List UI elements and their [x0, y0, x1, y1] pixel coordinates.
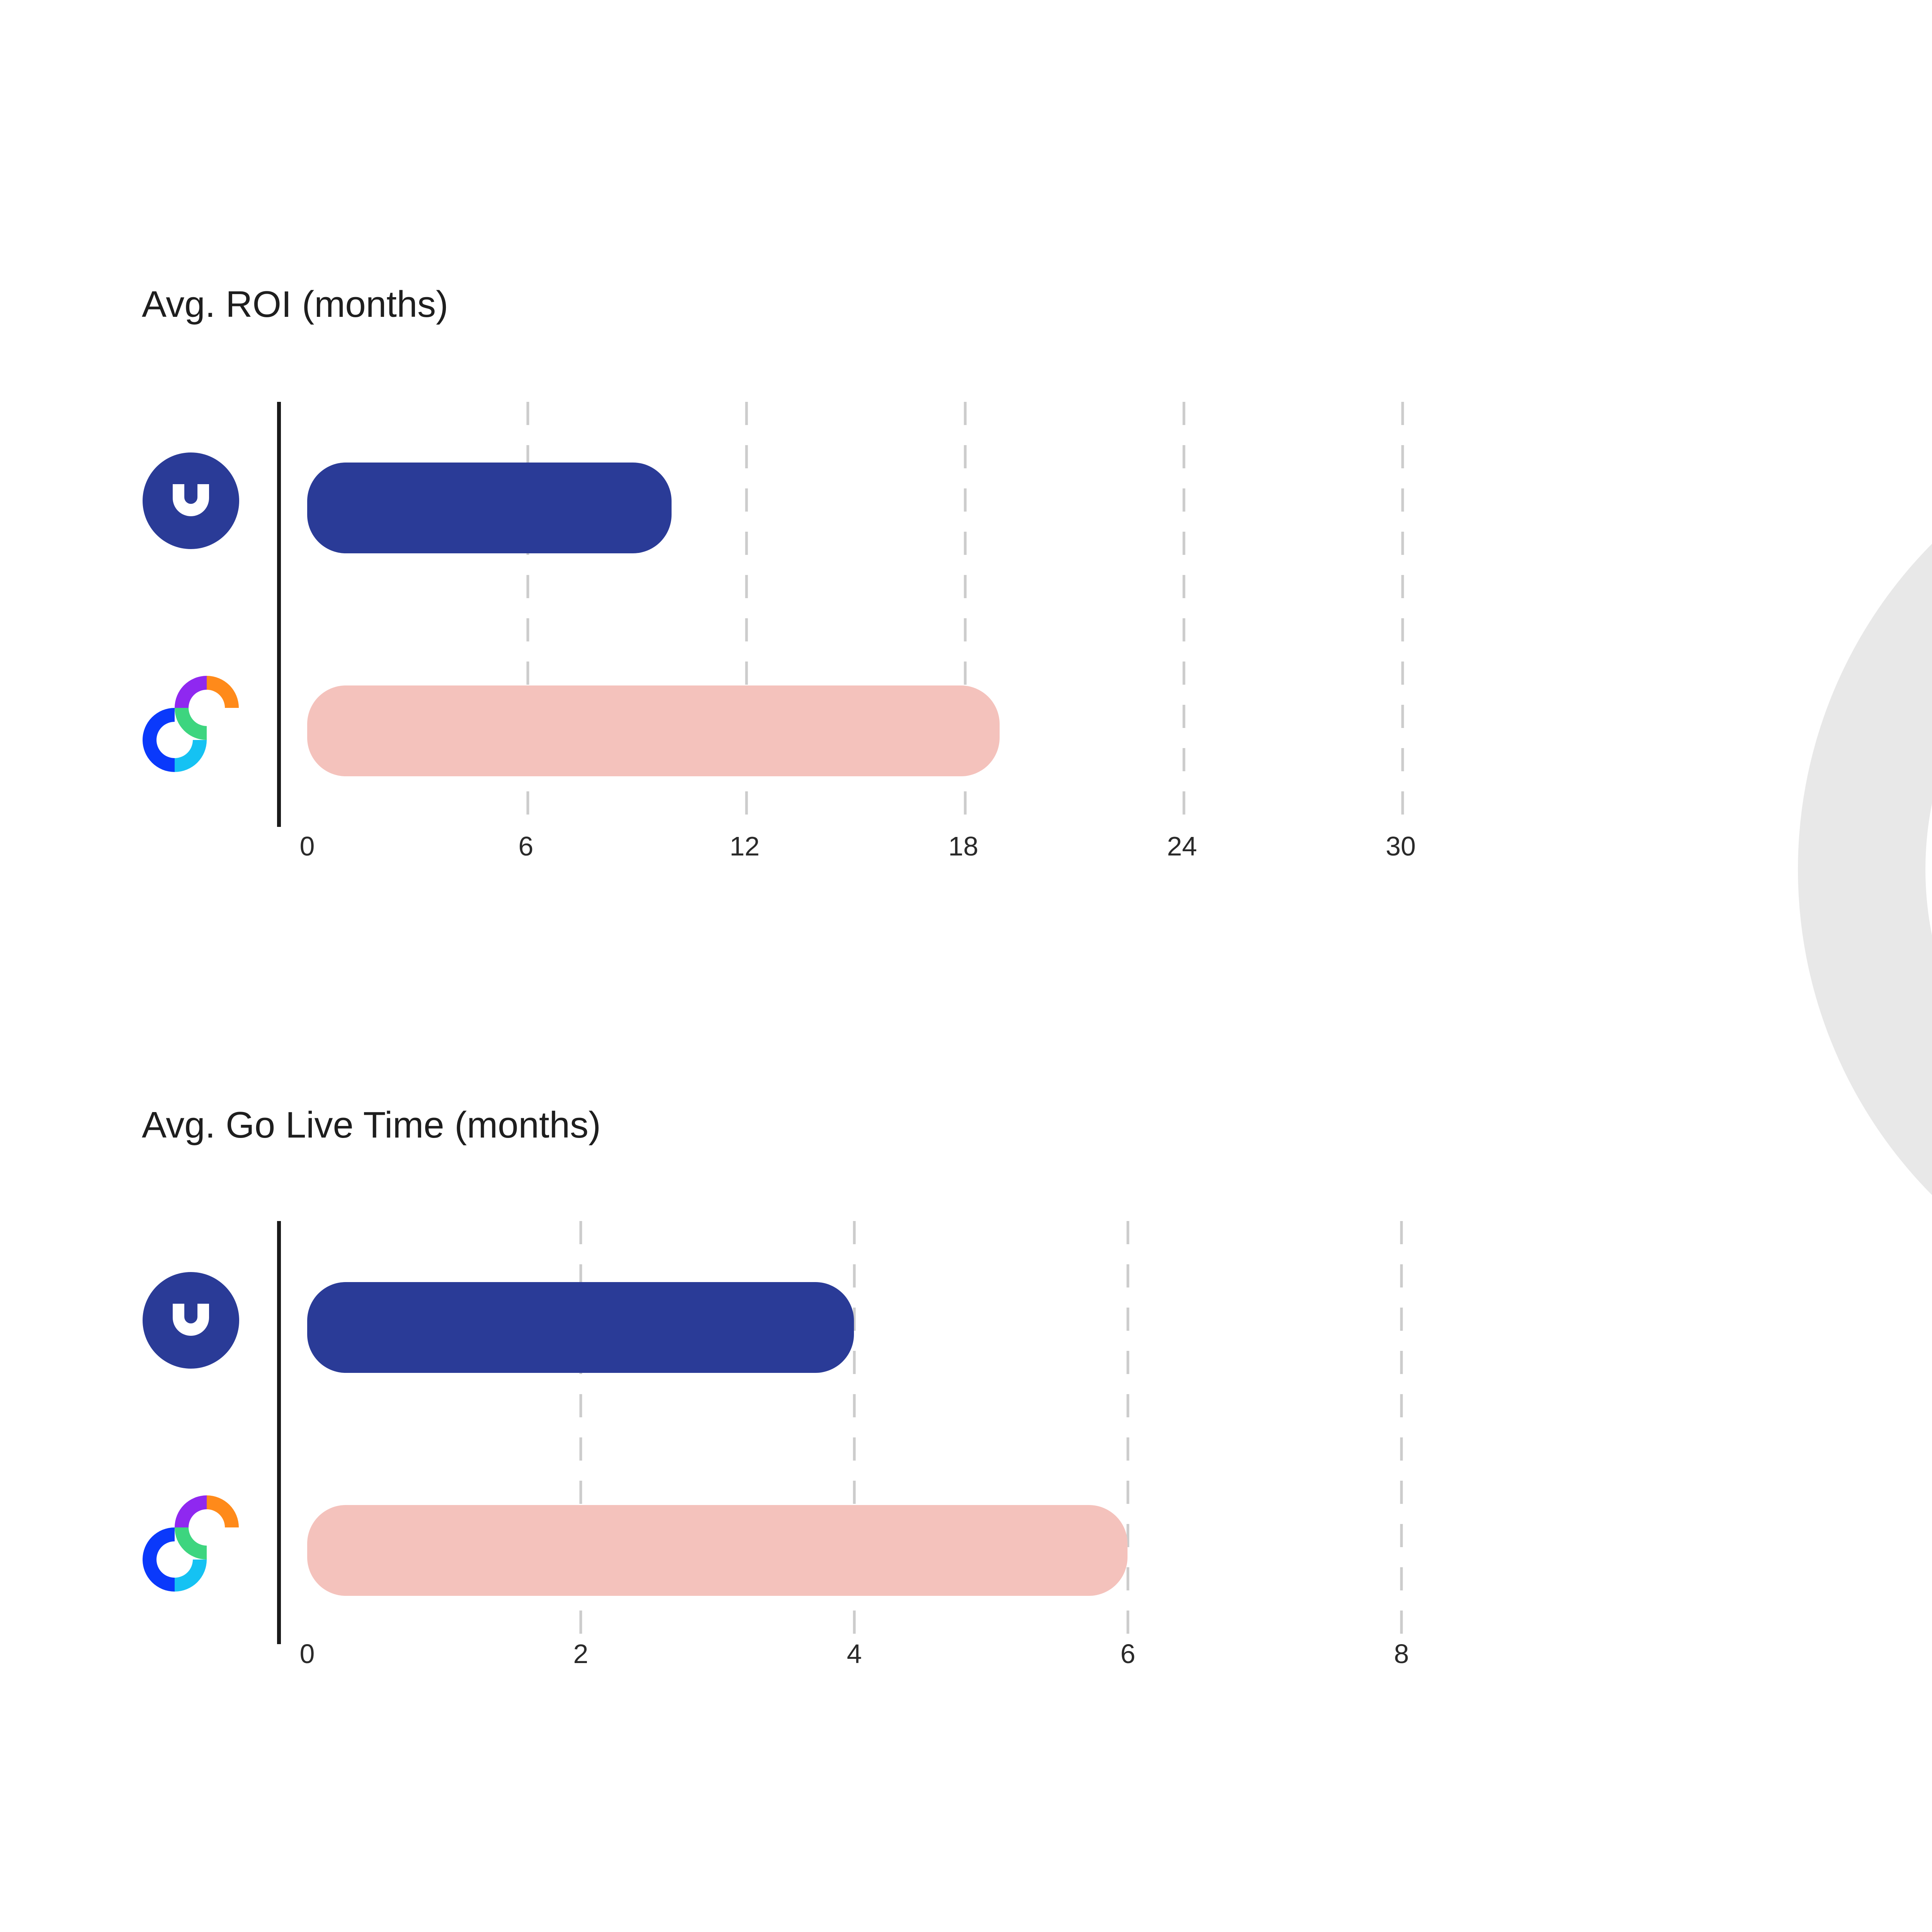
optimizely-arc-cyan [175, 1560, 207, 1592]
roi-chart-title: Avg. ROI (months) [142, 284, 449, 325]
donut-caption: Umbraco users see ROI in the first 6 mon… [1797, 1455, 1932, 1571]
roi-tick-24: 24 [1167, 831, 1197, 861]
roi-tick-18: 18 [948, 831, 978, 861]
golive-tick-0: 0 [299, 1639, 315, 1669]
donut-center-label: 39% [1798, 407, 1932, 1332]
donut-track [1798, 544, 1932, 1195]
umbraco-u-glyph [173, 1304, 209, 1336]
optimizely-arc-green [175, 708, 207, 740]
optimizely-arc-purple [175, 1495, 207, 1527]
golive-bar-umbraco [307, 1282, 854, 1373]
golive-chart-title: Avg. Go Live Time (months) [142, 1104, 601, 1146]
donut-chart: 39% [1798, 407, 1932, 1332]
umbraco-logo-icon [143, 1272, 239, 1369]
optimizely-arc-cyan [175, 740, 207, 772]
golive-tick-8: 8 [1394, 1639, 1409, 1669]
golive-tick-2: 2 [573, 1639, 588, 1669]
optimizely-arc-blue [143, 1527, 175, 1592]
umbraco-circle [143, 1272, 239, 1369]
roi-bar-competitor [307, 685, 1000, 776]
roi-bar-umbraco [307, 463, 672, 553]
roi-tick-0: 0 [299, 831, 315, 861]
donut-rings [1798, 407, 1932, 1332]
optimizely-logo-icon [143, 1495, 239, 1592]
roi-tick-6: 6 [518, 831, 534, 861]
optimizely-arc-blue [143, 708, 175, 772]
optimizely-arc-orange [207, 1495, 239, 1527]
optimizely-logo-icon [143, 676, 239, 772]
umbraco-circle [143, 452, 239, 549]
umbraco-logo-icon [143, 452, 239, 549]
umbraco-u-glyph [173, 484, 209, 516]
optimizely-arc-green [175, 1527, 207, 1560]
golive-tick-6: 6 [1120, 1639, 1136, 1669]
roi-tick-30: 30 [1386, 831, 1416, 861]
donut-caption-line1: Umbraco users see ROI [1797, 1455, 1932, 1513]
golive-tick-4: 4 [847, 1639, 862, 1669]
donut-caption-line2: in the first 6 months [1797, 1513, 1932, 1571]
optimizely-arc-purple [175, 676, 207, 708]
roi-tick-12: 12 [730, 831, 760, 861]
golive-bar-competitor [307, 1505, 1128, 1596]
optimizely-arc-orange [207, 676, 239, 708]
